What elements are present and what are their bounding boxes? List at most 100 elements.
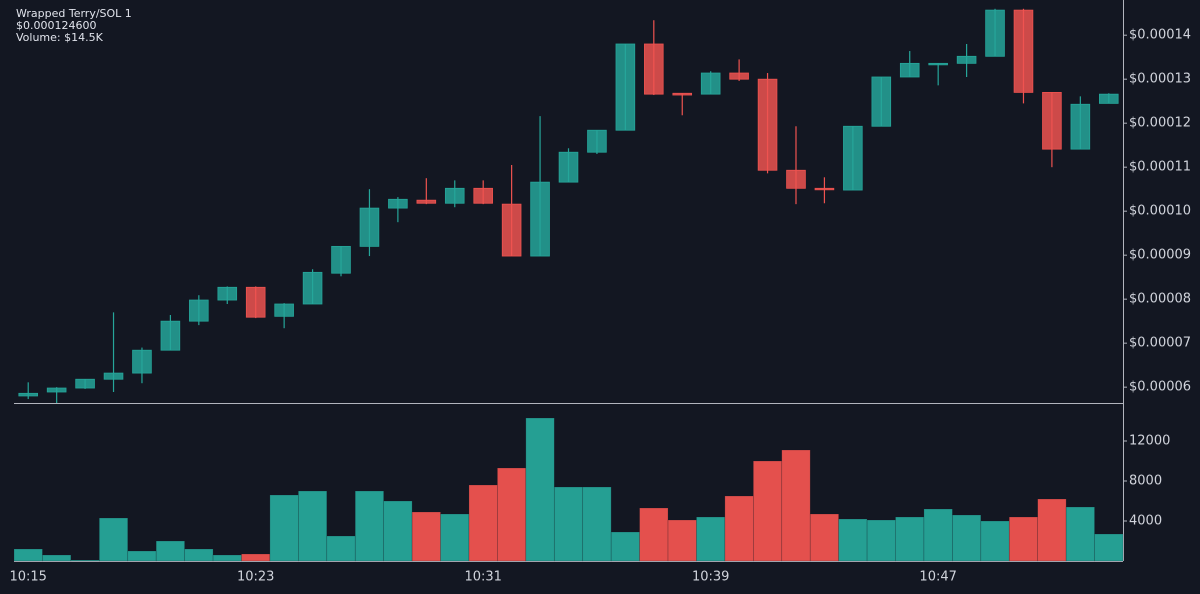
candle-body [388, 198, 408, 209]
volume-bar [781, 449, 811, 562]
y-tick-label: $0.00008 [1129, 292, 1191, 307]
candle-body [444, 187, 465, 204]
x-tick-label: 10:39 [692, 570, 729, 585]
volume-bar [952, 514, 982, 562]
candle-body [18, 392, 39, 397]
pair-title: Wrapped Terry/SOL 1 [16, 7, 132, 20]
volume-bar [411, 511, 441, 562]
candle-body [1070, 103, 1091, 150]
volume-bar [298, 490, 328, 562]
x-tick-label: 10:23 [237, 570, 274, 585]
volume-bar [639, 507, 669, 562]
candle-body [928, 62, 948, 66]
candle-body [1042, 91, 1062, 150]
volume-summary: Volume: $14.5K [16, 31, 104, 44]
candle-body [217, 286, 238, 301]
candle-body [160, 320, 181, 351]
candle-body [75, 378, 95, 389]
volume-bar [582, 486, 612, 562]
volume-bar [497, 467, 527, 562]
volume-bar [525, 417, 555, 562]
volume-bar [1008, 516, 1038, 562]
candle-body [644, 43, 664, 95]
candle-body [899, 62, 920, 78]
volume-bar [1037, 498, 1067, 562]
y-tick-label: $0.00009 [1129, 248, 1191, 263]
y-tick-label: $0.00006 [1129, 380, 1191, 395]
volume-bar [440, 513, 470, 562]
volume-bar [354, 490, 384, 562]
candle-body [700, 72, 721, 95]
candle-body [1098, 93, 1119, 104]
candle-body [871, 76, 892, 127]
candle-body [103, 372, 124, 380]
volume-bar [753, 460, 783, 562]
candle-body [302, 271, 323, 305]
volume-bar [42, 554, 72, 562]
candle-body [46, 387, 67, 393]
volume-bar [553, 486, 584, 562]
candle-body [786, 169, 806, 189]
candle-body [615, 43, 636, 131]
volume-bar [383, 500, 413, 562]
y-tick-label: $0.00011 [1129, 160, 1191, 175]
candle-body [843, 125, 863, 191]
candle-body [672, 92, 693, 96]
volume-bar [184, 548, 214, 562]
volume-bar [241, 553, 271, 562]
volume-bar [1094, 533, 1124, 562]
candle-body [729, 72, 749, 80]
volume-bar [269, 494, 299, 562]
volume-bar [13, 548, 43, 562]
volume-bar [212, 554, 242, 562]
candle-body [814, 187, 835, 191]
volume-bar [127, 550, 157, 562]
x-tick-label: 10:15 [9, 570, 46, 585]
candle-body [331, 245, 351, 274]
y-tick-label: 12000 [1129, 434, 1170, 449]
volume-bar [468, 484, 498, 562]
candle-body [189, 299, 209, 322]
y-tick-label: $0.00010 [1129, 204, 1191, 219]
volume-bar [980, 520, 1010, 562]
volume-bar [99, 517, 129, 562]
candle-body [274, 303, 294, 317]
y-tick-label: $0.00007 [1129, 336, 1191, 351]
candle-body [558, 151, 579, 183]
candle-body [245, 286, 266, 318]
volume-bar [70, 559, 100, 562]
candle-body [1013, 9, 1034, 93]
volume-bar [1065, 506, 1095, 562]
y-tick-label: 4000 [1129, 514, 1162, 529]
volume-bar [809, 513, 839, 562]
x-tick-label: 10:47 [919, 570, 956, 585]
y-tick-label: 8000 [1129, 474, 1162, 489]
last-price: $0.000124600 [16, 19, 96, 32]
volume-bar [696, 516, 726, 562]
volume-bar [838, 518, 868, 562]
x-tick-label: 10:31 [464, 570, 501, 585]
candle-body [416, 199, 437, 204]
y-tick-label: $0.00013 [1129, 72, 1191, 87]
volume-bar [610, 531, 640, 562]
candle-body [132, 349, 152, 374]
candle-body [359, 207, 380, 247]
y-tick-label: $0.00012 [1129, 116, 1191, 131]
volume-bar [724, 495, 754, 562]
volume-bar [155, 540, 185, 562]
volume-bar [667, 519, 697, 562]
candle-body [530, 181, 550, 257]
volume-bar [895, 516, 925, 562]
candle-body [473, 187, 493, 204]
volume-bar [866, 519, 896, 562]
candle-body [501, 203, 522, 257]
candle-body [587, 129, 607, 153]
y-tick-label: $0.00014 [1129, 28, 1191, 43]
candle-body [757, 78, 778, 171]
candle-body [985, 9, 1005, 57]
volume-bar [923, 508, 953, 562]
candle-body [956, 55, 977, 64]
volume-bar [326, 535, 356, 562]
